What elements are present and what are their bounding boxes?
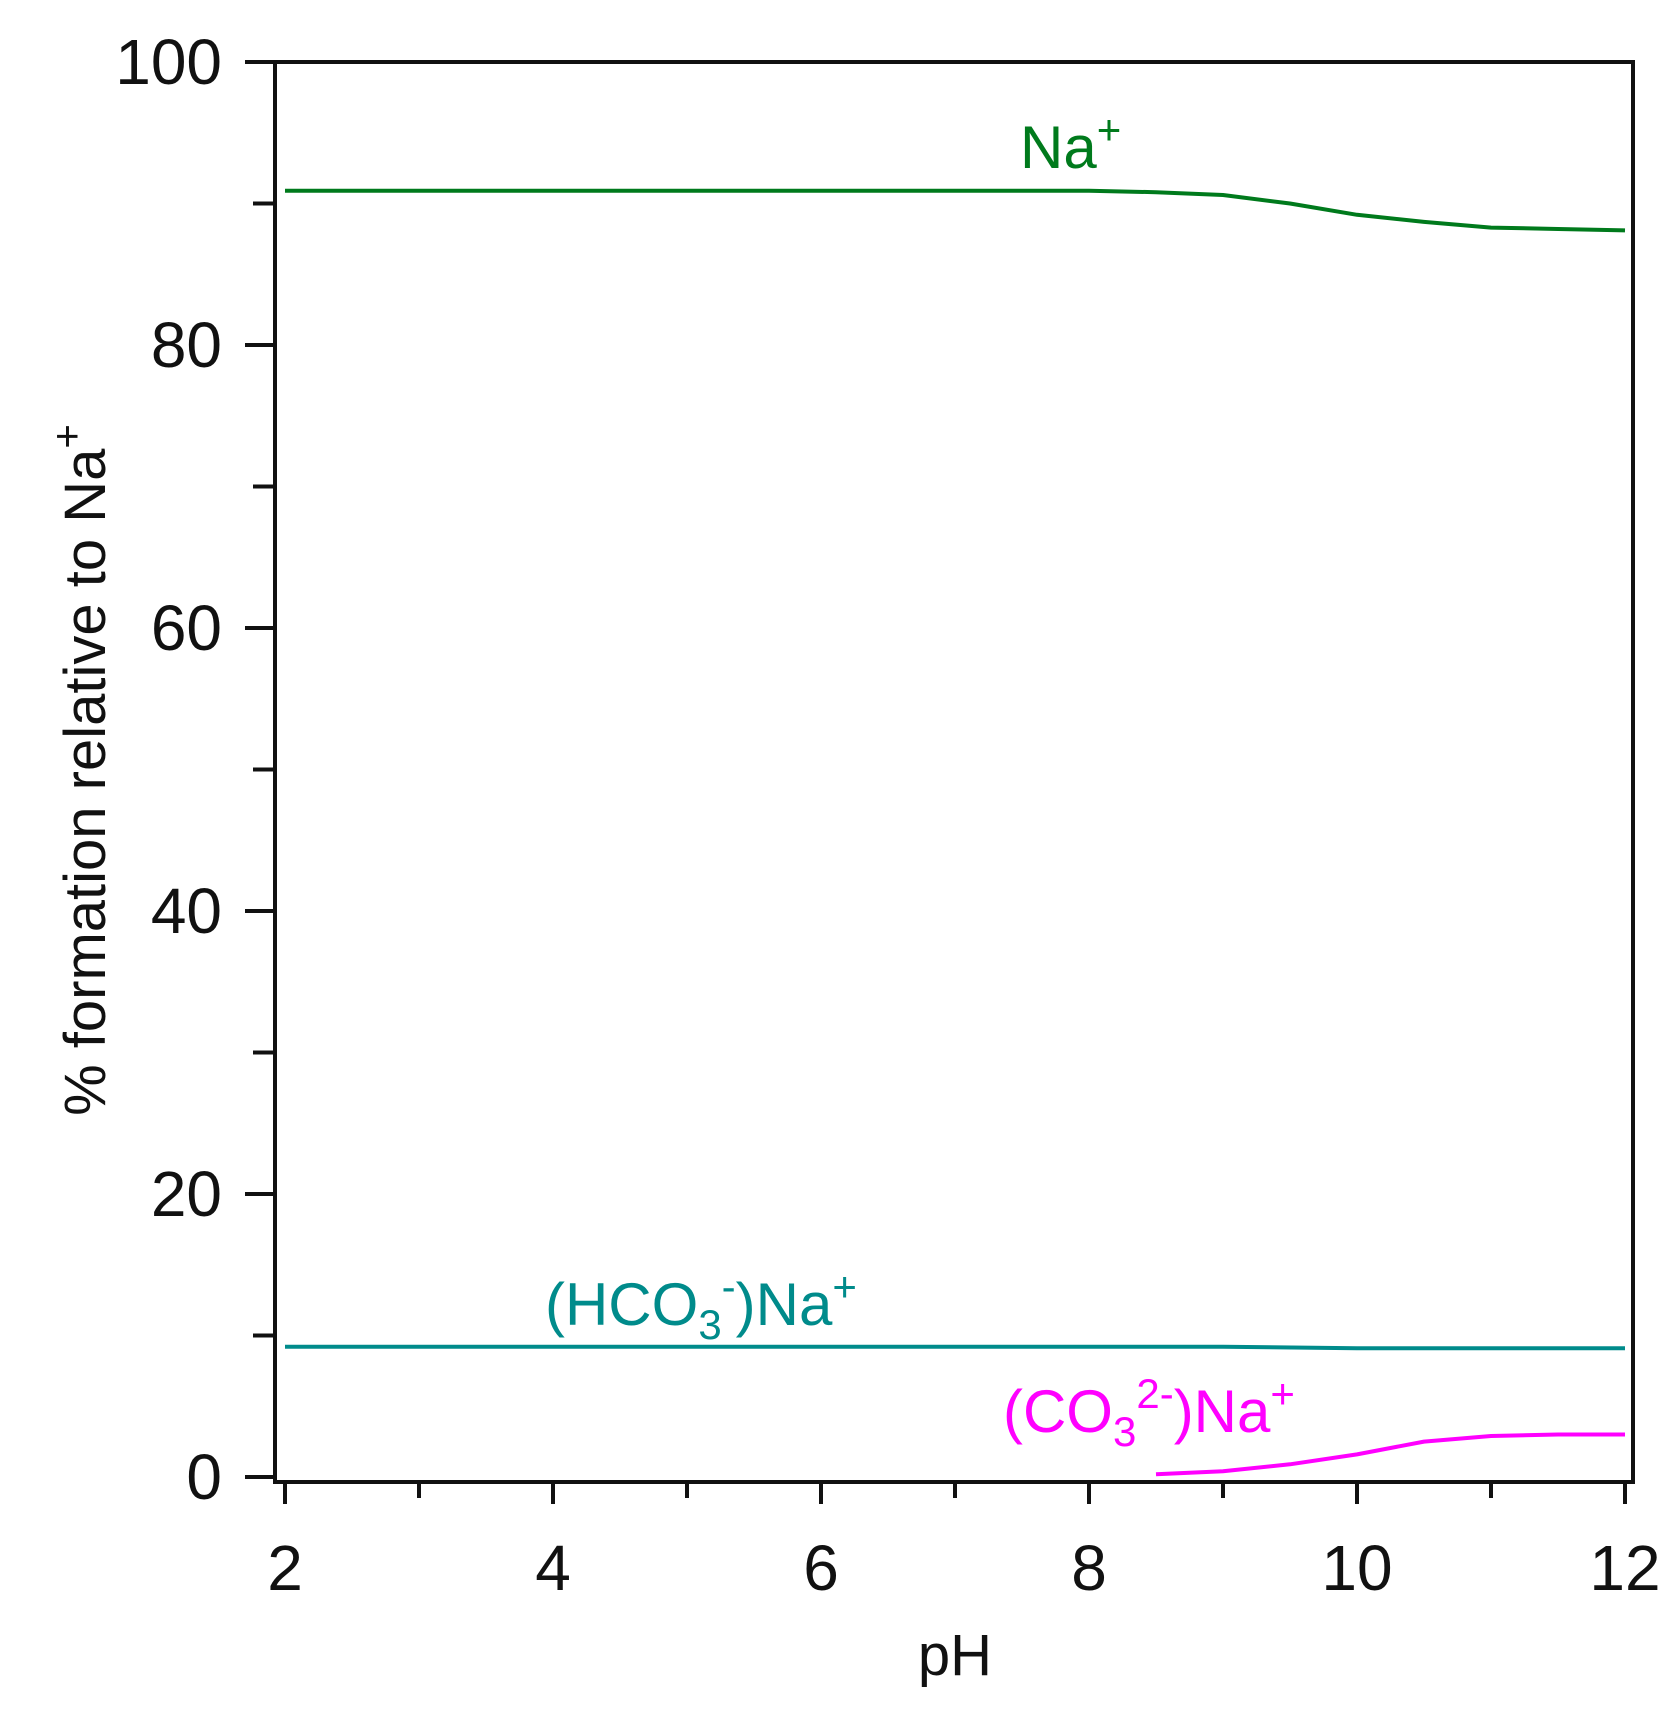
x-tick-label: 8 [1071,1532,1107,1604]
y-tick-label: 100 [115,26,222,98]
series-line-na [285,188,1626,233]
y-tick-label: 20 [151,1158,222,1230]
y-tick-label: 60 [151,592,222,664]
x-tick-label: 4 [535,1532,571,1604]
series-label-part: + [1097,106,1122,153]
x-axis-title: pH [918,1623,992,1688]
y-tick-label: 40 [151,875,222,947]
series-line-hco3-na [285,1344,1625,1351]
series-labels: Na+(HCO3-)Na+(CO32-)Na+ [545,106,1295,1455]
series-label-part: )Na [1174,1378,1271,1445]
series-label-part: + [1270,1370,1295,1417]
series-label-part: (HCO [545,1271,698,1338]
series-label-co32-na: (CO32-)Na+ [1003,1370,1295,1455]
y-tick-label: 0 [186,1441,222,1513]
series-label-part: - [722,1263,736,1310]
x-tick-label: 6 [803,1532,839,1604]
series-label-part: )Na [736,1271,833,1338]
series-label-part: 3 [1113,1408,1136,1455]
series-label-part: Na [1020,114,1097,181]
series-lines [285,188,1626,1477]
series-label-part: (CO [1003,1378,1113,1445]
y-axis-title: % formation relative to Na+ [43,424,118,1116]
plot-frame [273,60,1635,1484]
x-tick-label: 10 [1321,1532,1392,1604]
y-axis-title-sup: + [43,424,90,449]
tick-labels: 2 4 6 8 10 12 0 20 40 60 80 100 [115,26,1660,1604]
x-tick-label: 12 [1589,1532,1660,1604]
series-label-hco3-na: (HCO3-)Na+ [545,1263,857,1348]
y-axis-title-text: % formation relative to Na [53,448,118,1116]
axis-ticks [245,60,1627,1504]
series-label-na: Na+ [1020,106,1121,181]
series-line-co32-na [1155,1432,1625,1477]
series-label-part: 2- [1136,1370,1173,1417]
series-label-part: 3 [698,1301,721,1348]
y-tick-label: 80 [151,309,222,381]
x-tick-label: 2 [267,1532,303,1604]
series-label-part: + [832,1263,857,1310]
